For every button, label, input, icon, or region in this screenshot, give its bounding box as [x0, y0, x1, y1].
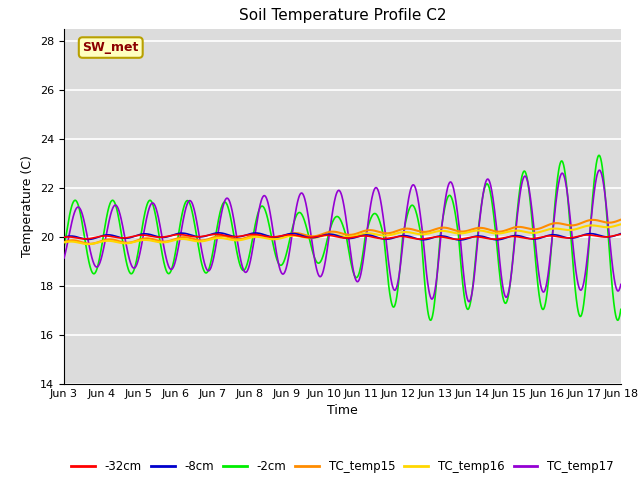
Y-axis label: Temperature (C): Temperature (C)	[22, 156, 35, 257]
Legend: -32cm, -8cm, -2cm, TC_temp15, TC_temp16, TC_temp17: -32cm, -8cm, -2cm, TC_temp15, TC_temp16,…	[67, 455, 618, 478]
Title: Soil Temperature Profile C2: Soil Temperature Profile C2	[239, 9, 446, 24]
X-axis label: Time: Time	[327, 405, 358, 418]
Text: SW_met: SW_met	[83, 41, 139, 54]
